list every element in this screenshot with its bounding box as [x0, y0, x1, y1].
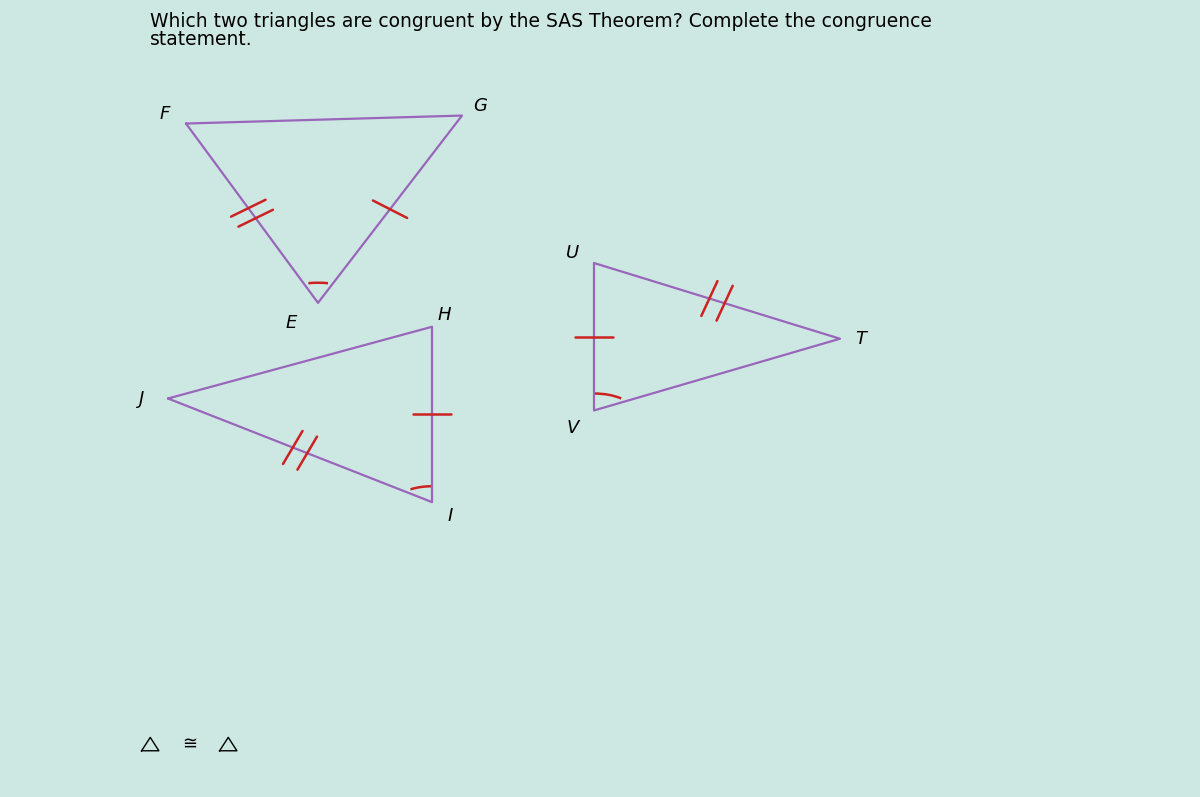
Text: U: U — [566, 244, 578, 261]
Text: I: I — [448, 508, 452, 525]
Text: V: V — [566, 419, 578, 437]
Text: H: H — [437, 306, 451, 324]
Text: ≅: ≅ — [182, 736, 197, 753]
Text: statement.: statement. — [150, 30, 253, 49]
Text: E: E — [286, 314, 298, 332]
Text: Which two triangles are congruent by the SAS Theorem? Complete the congruence: Which two triangles are congruent by the… — [150, 12, 932, 31]
Text: J: J — [139, 390, 144, 407]
Text: F: F — [160, 105, 169, 123]
Text: T: T — [854, 330, 866, 347]
Text: G: G — [473, 97, 487, 115]
